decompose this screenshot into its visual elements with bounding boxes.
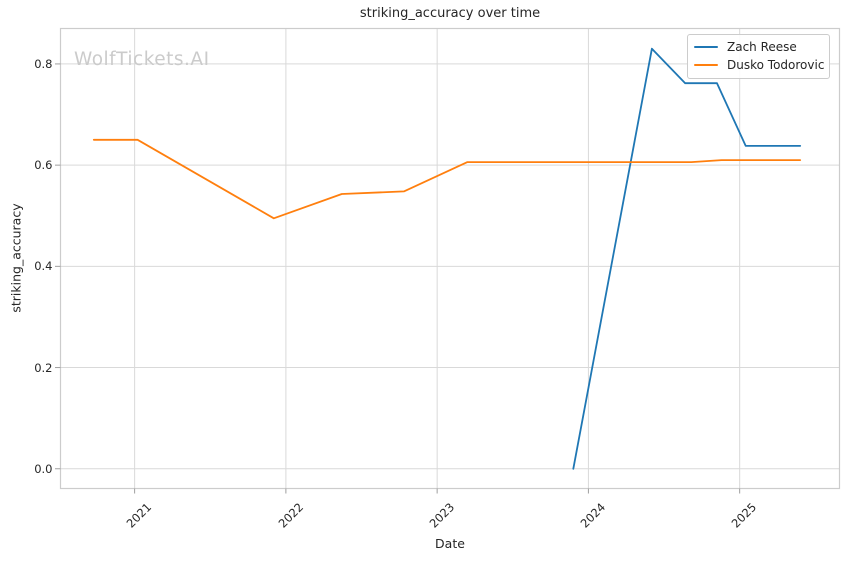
legend-label-dusko-todorovic: Dusko Todorovic xyxy=(727,58,825,72)
legend-line-swatch-blue xyxy=(694,46,718,48)
watermark-text: WolfTickets.AI xyxy=(74,49,210,70)
series-line-dusko-todorovic xyxy=(92,138,802,220)
y-tick-label: 0.8 xyxy=(34,56,53,71)
y-tick-label: 0.6 xyxy=(34,158,53,173)
series-line-zach-reese xyxy=(572,47,802,470)
y-tick-label: 0.2 xyxy=(34,360,53,375)
plot-border xyxy=(59,27,841,490)
chart-title: striking_accuracy over time xyxy=(359,6,541,21)
legend-item-dusko-todorovic: Dusko Todorovic xyxy=(694,58,825,72)
legend-box: Zach Reese Dusko Todorovic xyxy=(687,34,830,79)
y-tick-label: 0.0 xyxy=(34,461,53,476)
x-axis-label: Date xyxy=(435,536,465,551)
legend-line-swatch-orange xyxy=(694,64,718,66)
legend-label-zach-reese: Zach Reese xyxy=(727,40,797,54)
legend-item-zach-reese: Zach Reese xyxy=(694,40,821,54)
y-tick-label: 0.4 xyxy=(34,259,53,274)
